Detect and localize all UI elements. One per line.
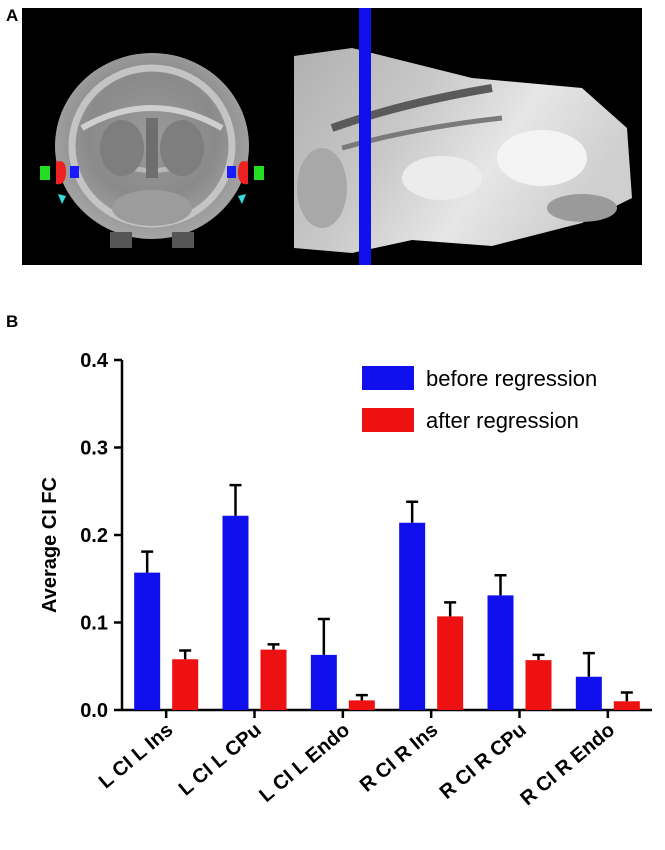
x-tick-label: R CI R Ins xyxy=(356,719,442,797)
sagittal-slice xyxy=(294,48,632,253)
bar-before-regression xyxy=(399,522,426,710)
legend-swatch-before xyxy=(362,366,414,390)
roi-right-endo xyxy=(238,194,246,204)
roi-right-claustrum xyxy=(238,161,248,185)
x-tick-label: L CI L CPu xyxy=(175,719,266,800)
roi-left-cpu xyxy=(70,166,79,178)
y-tick-label: 0.4 xyxy=(80,350,109,372)
y-axis-label: Average CI FC xyxy=(39,477,61,613)
coronal-slice xyxy=(40,53,264,248)
bar-chart-panel: 0.0 0.1 0.2 0.3 0.4 Average CI FC L CI L Ins L … xyxy=(0,330,665,850)
bars xyxy=(134,483,640,710)
bar-before-regression xyxy=(487,595,514,710)
x-tick-label: R CI R CPu xyxy=(436,719,531,804)
bar-after-regression xyxy=(613,701,640,710)
bar-after-regression xyxy=(172,659,199,710)
roi-left-insula xyxy=(40,166,50,180)
y-tick-label: 0.0 xyxy=(80,700,108,722)
bar-before-regression xyxy=(134,572,161,710)
bar-after-regression xyxy=(437,616,464,710)
roi-right-insula xyxy=(254,166,264,180)
y-tick-label: 0.1 xyxy=(80,613,108,635)
bar-after-regression xyxy=(525,660,552,710)
y-tick-label: 0.3 xyxy=(80,438,108,460)
slice-position-line xyxy=(359,8,371,265)
bar-after-regression xyxy=(260,649,287,710)
brain-mri-image xyxy=(22,8,642,265)
bar-after-regression xyxy=(348,700,375,710)
bar-before-regression xyxy=(222,515,249,710)
legend-swatch-after xyxy=(362,408,414,432)
bar-before-regression xyxy=(310,654,337,710)
legend-label-after: after regression xyxy=(426,408,579,433)
bar-before-regression xyxy=(575,676,602,710)
panel-b-label: B xyxy=(6,312,19,331)
x-tick-label: L CI L Ins xyxy=(95,719,178,793)
brain-mri-panel xyxy=(22,8,642,265)
roi-left-claustrum xyxy=(56,161,66,185)
panel-a-label: A xyxy=(6,6,19,25)
legend-label-before: before regression xyxy=(426,366,597,391)
roi-right-cpu xyxy=(227,166,236,178)
x-tick-label: L CI L Endo xyxy=(255,719,354,807)
x-tick-label: R CI R Endo xyxy=(516,719,619,810)
legend: before regression after regression xyxy=(362,366,597,433)
y-tick-label: 0.2 xyxy=(80,525,108,547)
roi-left-endo xyxy=(58,194,66,204)
